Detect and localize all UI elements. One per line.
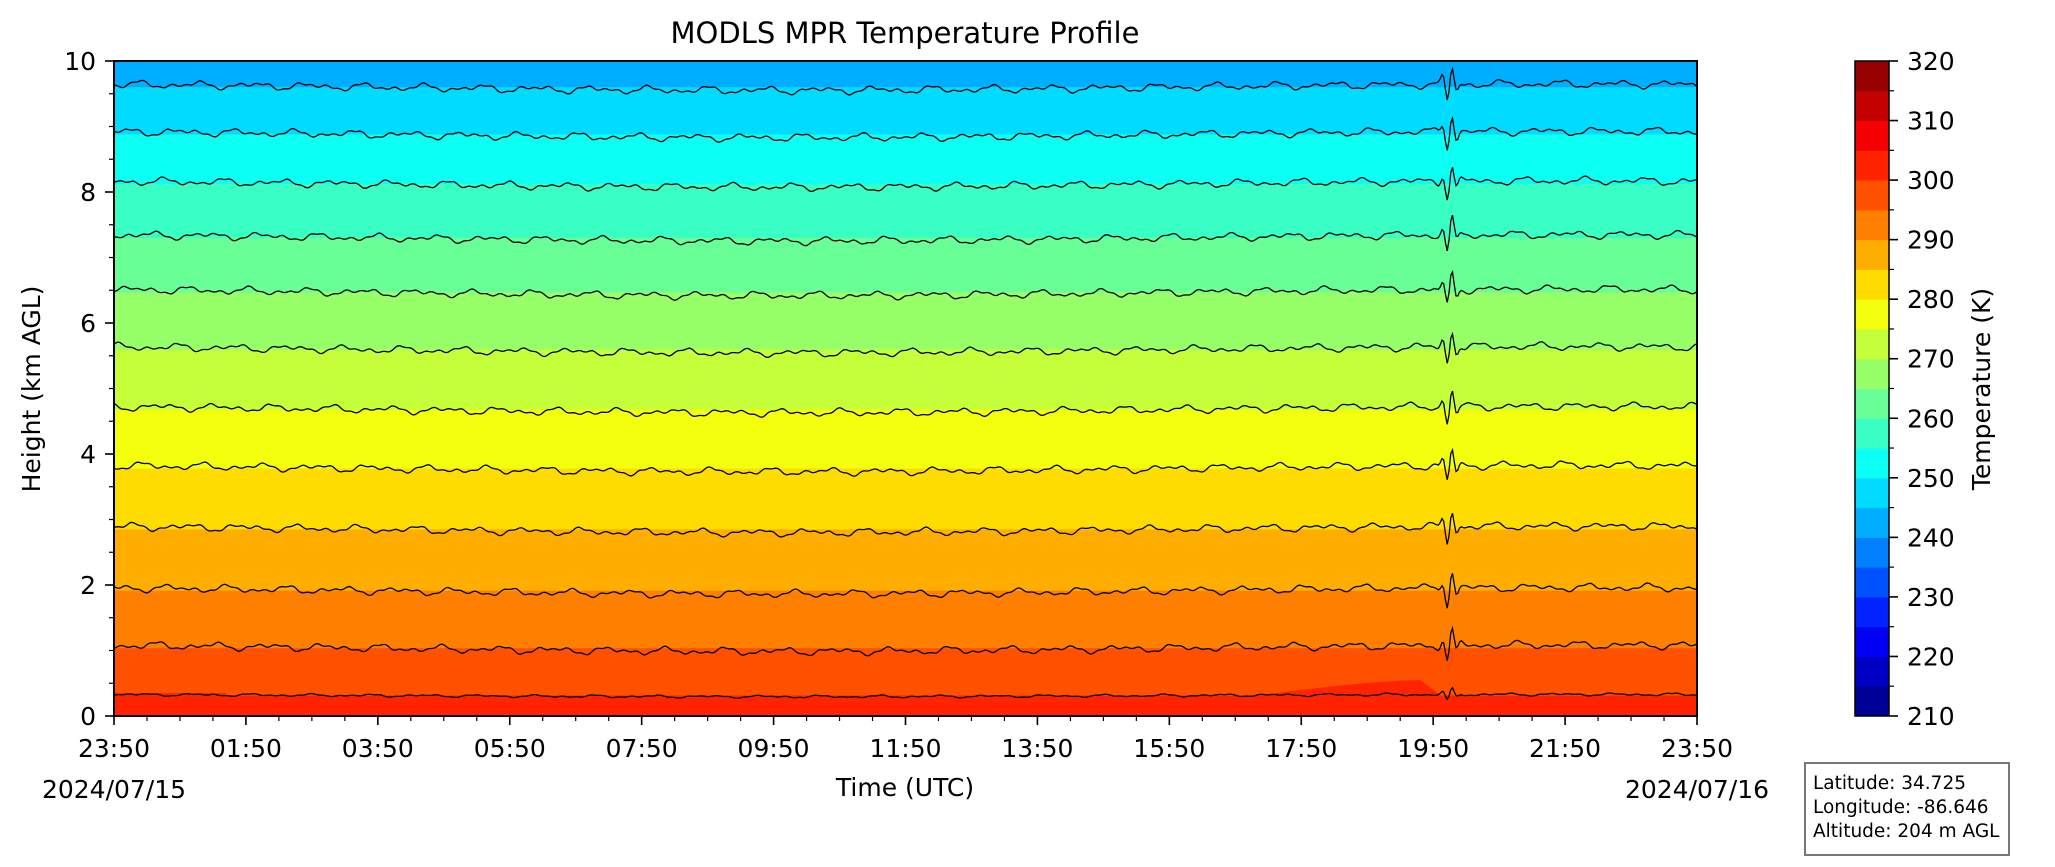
y-tick-label: 10 xyxy=(64,47,96,76)
colorbar-tick-label: 220 xyxy=(1907,642,1955,671)
colorbar-segment-255 xyxy=(1855,418,1889,449)
colorbar-segment-265 xyxy=(1855,358,1889,389)
colorbar-tick-label: 260 xyxy=(1907,404,1955,433)
x-tick-label: 15:50 xyxy=(1133,734,1205,763)
y-tick-label: 6 xyxy=(80,309,96,338)
colorbar-tick-label: 320 xyxy=(1907,47,1955,76)
colorbar-segment-315 xyxy=(1855,61,1889,92)
contour-280 xyxy=(114,447,1697,480)
colorbar-segment-235 xyxy=(1855,537,1889,568)
contour-lines xyxy=(114,66,1697,701)
heat-band-280 xyxy=(114,468,1697,530)
x-tick-label: 09:50 xyxy=(738,734,810,763)
heat-band-250 xyxy=(114,134,1697,185)
temperature-heatmap xyxy=(114,61,1697,716)
warm-surface-patch xyxy=(1024,679,1566,716)
heat-band-260 xyxy=(114,237,1697,293)
heat-band-240 xyxy=(114,61,1697,88)
contour-245 xyxy=(114,66,1697,101)
colorbar-segment-280 xyxy=(1855,269,1889,300)
altitude-text: Altitude: 204 m AGL xyxy=(1813,821,2000,842)
station-info-box: Latitude: 34.725 Longitude: -86.646 Alti… xyxy=(1804,762,2010,856)
heat-band-245 xyxy=(114,87,1697,135)
x-tick-label: 11:50 xyxy=(869,734,941,763)
colorbar-segment-295 xyxy=(1855,180,1889,211)
heat-band-285 xyxy=(114,529,1697,592)
heat-band-255 xyxy=(114,184,1697,239)
x-axis: 23:50 01:50 03:50 05:50 07:50 09:50 11:50 13:50… xyxy=(78,716,1733,763)
x-tick-label: 13:50 xyxy=(1001,734,1073,763)
contour-260 xyxy=(114,215,1697,252)
y-tick-label: 2 xyxy=(80,571,96,600)
latitude-text: Latitude: 34.725 xyxy=(1813,773,1966,794)
x-tick-label: 19:50 xyxy=(1397,734,1469,763)
y-tick-label: 4 xyxy=(80,440,96,469)
x-axis-label: Time (UTC) xyxy=(835,773,974,802)
x-tick-label: 23:50 xyxy=(78,734,150,763)
colorbar-segment-305 xyxy=(1855,120,1889,151)
y-axis: 0 2 4 6 8 10 xyxy=(64,47,114,731)
colorbar-tick-label: 250 xyxy=(1907,464,1955,493)
y-tick-label: 8 xyxy=(80,178,96,207)
colorbar-segment-300 xyxy=(1855,150,1889,181)
x-tick-label: 01:50 xyxy=(210,734,282,763)
x-tick-label: 21:50 xyxy=(1529,734,1601,763)
y-axis-label: Height (km AGL) xyxy=(17,286,46,493)
colorbar-segment-260 xyxy=(1855,388,1889,419)
colorbar xyxy=(1855,61,1889,717)
colorbar-tick-label: 290 xyxy=(1907,226,1955,255)
contour-250 xyxy=(114,116,1697,151)
colorbar-segment-240 xyxy=(1855,507,1889,538)
x-tick-label: 07:50 xyxy=(606,734,678,763)
colorbar-segment-220 xyxy=(1855,626,1889,657)
colorbar-segment-230 xyxy=(1855,567,1889,598)
x-tick-label: 17:50 xyxy=(1265,734,1337,763)
colorbar-segment-215 xyxy=(1855,656,1889,687)
warm-surface-patch-morning xyxy=(114,693,227,716)
colorbar-tick-label: 270 xyxy=(1907,345,1955,374)
colorbar-segment-310 xyxy=(1855,90,1889,122)
chart-title: MODLS MPR Temperature Profile xyxy=(671,16,1140,50)
contour-275 xyxy=(114,390,1697,425)
colorbar-segment-250 xyxy=(1855,448,1889,479)
colorbar-tick-label: 240 xyxy=(1907,523,1955,552)
x-tick-label: 03:50 xyxy=(342,734,414,763)
heat-band-265 xyxy=(114,292,1697,351)
heat-band-270 xyxy=(114,349,1697,411)
colorbar-tick-label: 280 xyxy=(1907,285,1955,314)
colorbar-ticks: 210 220 230 240 250 260 270 280 290 300 310 320 xyxy=(1889,47,1955,731)
heat-band-290 xyxy=(114,590,1697,649)
colorbar-segment-225 xyxy=(1855,596,1889,628)
colorbar-tick-label: 210 xyxy=(1907,702,1955,731)
start-date-label: 2024/07/15 xyxy=(42,775,186,804)
contour-290 xyxy=(114,573,1697,609)
colorbar-label: Temperature (K) xyxy=(1967,288,1996,491)
heat-band-295 xyxy=(114,648,1697,697)
colorbar-segment-275 xyxy=(1855,299,1889,330)
colorbar-segment-245 xyxy=(1855,477,1889,509)
longitude-text: Longitude: -86.646 xyxy=(1813,797,1989,818)
colorbar-segment-285 xyxy=(1855,239,1889,270)
contour-265 xyxy=(114,270,1697,303)
heat-band-275 xyxy=(114,409,1697,470)
plot-area xyxy=(114,61,1697,716)
colorbar-tick-label: 310 xyxy=(1907,107,1955,136)
contour-270 xyxy=(114,331,1697,364)
contour-295 xyxy=(114,625,1697,661)
colorbar-tick-label: 300 xyxy=(1907,166,1955,195)
colorbar-segment-210 xyxy=(1855,686,1889,717)
colorbar-tick-label: 230 xyxy=(1907,583,1955,612)
colorbar-segment-270 xyxy=(1855,328,1889,360)
end-date-label: 2024/07/16 xyxy=(1625,775,1769,804)
contour-300 xyxy=(114,686,1697,701)
contour-255 xyxy=(114,167,1697,201)
colorbar-segment-290 xyxy=(1855,209,1889,241)
contour-285 xyxy=(114,512,1697,545)
y-tick-label: 0 xyxy=(80,702,96,731)
x-tick-label: 23:50 xyxy=(1661,734,1733,763)
x-tick-label: 05:50 xyxy=(474,734,546,763)
